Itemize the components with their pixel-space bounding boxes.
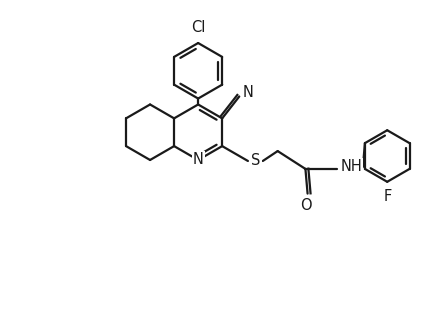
Text: NH: NH xyxy=(340,159,362,175)
Text: F: F xyxy=(384,189,392,204)
Text: N: N xyxy=(193,153,204,168)
Text: O: O xyxy=(300,198,312,213)
Text: S: S xyxy=(251,154,261,169)
Text: N: N xyxy=(243,85,254,100)
Text: Cl: Cl xyxy=(191,20,205,35)
